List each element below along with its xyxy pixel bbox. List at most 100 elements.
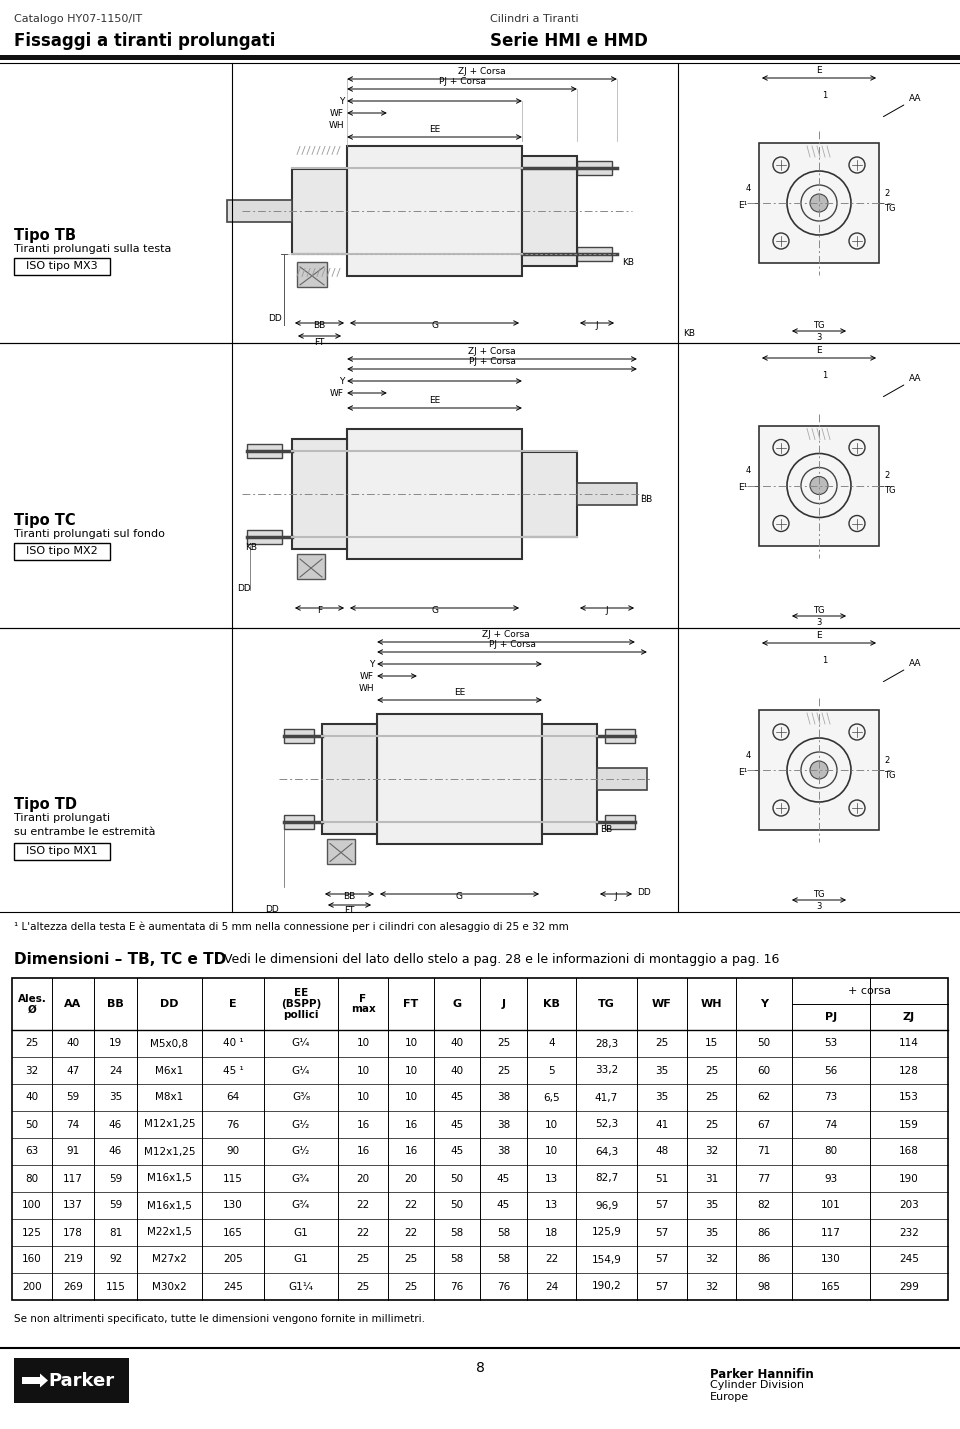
Text: Tiranti prolungati: Tiranti prolungati (14, 813, 110, 823)
Bar (542, 723, 597, 833)
Text: 45: 45 (450, 1093, 464, 1103)
Text: 10: 10 (356, 1093, 370, 1103)
Text: M22x1,5: M22x1,5 (147, 1228, 192, 1238)
Bar (347, 429, 522, 559)
Text: 96,9: 96,9 (595, 1200, 618, 1210)
Text: Y: Y (339, 97, 344, 106)
Text: 5: 5 (548, 1066, 555, 1076)
Text: F: F (359, 993, 367, 1003)
Text: 160: 160 (22, 1255, 42, 1265)
Bar (292, 439, 347, 549)
Text: 50: 50 (25, 1119, 38, 1129)
Text: AA: AA (64, 999, 82, 1009)
Text: E¹: E¹ (737, 200, 747, 210)
Text: 57: 57 (656, 1282, 668, 1292)
Text: 10: 10 (404, 1066, 418, 1076)
Text: 25: 25 (404, 1255, 418, 1265)
Text: ZJ: ZJ (903, 1012, 915, 1022)
Text: TG: TG (813, 606, 825, 614)
Text: + corsa: + corsa (849, 986, 892, 996)
Text: 4: 4 (746, 750, 751, 759)
Text: 4: 4 (548, 1039, 555, 1049)
Text: 35: 35 (705, 1200, 718, 1210)
Text: 74: 74 (825, 1119, 838, 1129)
Text: 16: 16 (404, 1119, 418, 1129)
Text: ZJ + Corsa: ZJ + Corsa (482, 630, 530, 639)
Text: 90: 90 (227, 1146, 240, 1156)
Text: Tiranti prolungati sulla testa: Tiranti prolungati sulla testa (14, 244, 172, 254)
Text: 57: 57 (656, 1200, 668, 1210)
Text: 8: 8 (475, 1360, 485, 1375)
Text: M12x1,25: M12x1,25 (144, 1146, 195, 1156)
Text: FT: FT (403, 999, 419, 1009)
Text: Y: Y (339, 376, 344, 386)
Text: G: G (456, 892, 463, 902)
Text: FT: FT (345, 906, 354, 915)
Text: 31: 31 (705, 1173, 718, 1183)
Text: 50: 50 (757, 1039, 771, 1049)
Text: 10: 10 (404, 1093, 418, 1103)
Text: WH: WH (358, 683, 374, 693)
Text: 45: 45 (497, 1200, 510, 1210)
Text: 1: 1 (822, 91, 828, 100)
Text: 71: 71 (757, 1146, 771, 1156)
Text: 13: 13 (545, 1173, 558, 1183)
Text: 22: 22 (356, 1228, 370, 1238)
Text: 25: 25 (404, 1282, 418, 1292)
Text: 41: 41 (656, 1119, 668, 1129)
Text: WH: WH (328, 120, 344, 130)
Text: 91: 91 (66, 1146, 80, 1156)
Text: 178: 178 (63, 1228, 83, 1238)
Text: 232: 232 (900, 1228, 919, 1238)
Text: 67: 67 (757, 1119, 771, 1129)
Text: ISO tipo MX1: ISO tipo MX1 (26, 846, 98, 856)
Text: 2: 2 (884, 189, 889, 197)
Text: 45: 45 (450, 1146, 464, 1156)
Text: 18: 18 (545, 1228, 558, 1238)
Text: 80: 80 (825, 1146, 837, 1156)
Text: 46: 46 (108, 1146, 122, 1156)
Text: 40 ¹: 40 ¹ (223, 1039, 243, 1049)
Bar (12, 977, 948, 1300)
Text: G³⁄₄: G³⁄₄ (292, 1173, 310, 1183)
Text: 92: 92 (108, 1255, 122, 1265)
Text: 24: 24 (545, 1282, 558, 1292)
Text: 50: 50 (450, 1173, 464, 1183)
Text: 2: 2 (884, 472, 889, 480)
Text: 22: 22 (356, 1200, 370, 1210)
Text: 153: 153 (900, 1093, 919, 1103)
Text: 205: 205 (223, 1255, 243, 1265)
Text: WH: WH (701, 999, 722, 1009)
Text: TG: TG (813, 322, 825, 330)
Text: 25: 25 (705, 1066, 718, 1076)
Text: 101: 101 (821, 1200, 841, 1210)
Text: G: G (431, 322, 438, 330)
Text: BB: BB (344, 892, 355, 902)
Text: DD: DD (160, 999, 179, 1009)
Text: E¹: E¹ (737, 767, 747, 776)
Text: 137: 137 (63, 1200, 83, 1210)
Bar (14, 1358, 129, 1403)
Text: 25: 25 (705, 1119, 718, 1129)
Text: 117: 117 (63, 1173, 83, 1183)
Text: G¹⁄₂: G¹⁄₂ (292, 1119, 310, 1129)
Text: 38: 38 (497, 1119, 510, 1129)
Text: G: G (431, 606, 438, 614)
Text: 74: 74 (66, 1119, 80, 1129)
Bar (322, 723, 377, 833)
Text: 50: 50 (450, 1200, 464, 1210)
Text: G¹⁄₂: G¹⁄₂ (292, 1146, 310, 1156)
Text: AA: AA (883, 374, 922, 397)
Text: 154,9: 154,9 (591, 1255, 621, 1265)
Text: 45: 45 (497, 1173, 510, 1183)
Text: M12x1,25: M12x1,25 (144, 1119, 195, 1129)
Text: Catalogo HY07-1150/IT: Catalogo HY07-1150/IT (14, 14, 142, 24)
Text: 22: 22 (545, 1255, 558, 1265)
Text: 165: 165 (223, 1228, 243, 1238)
Text: 22: 22 (404, 1228, 418, 1238)
Text: 76: 76 (450, 1282, 464, 1292)
Text: Tiranti prolungati sul fondo: Tiranti prolungati sul fondo (14, 529, 165, 539)
Text: ZJ + Corsa: ZJ + Corsa (458, 67, 506, 76)
Text: DD: DD (237, 584, 251, 593)
Bar (377, 713, 542, 843)
